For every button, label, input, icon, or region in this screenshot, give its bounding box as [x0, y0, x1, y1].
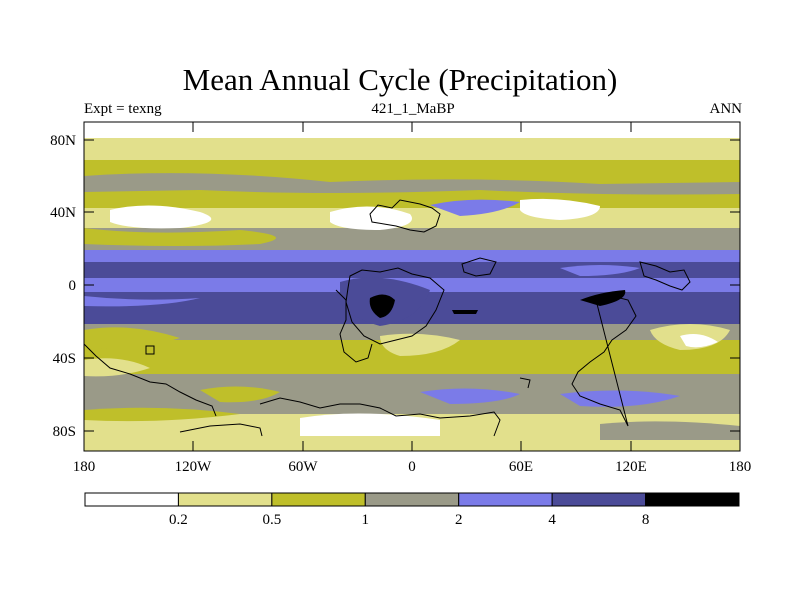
colorbar-swatch-2 [271, 492, 366, 507]
extreme-wet [369, 294, 395, 318]
coastline-arabia [461, 257, 497, 277]
band-south-sub [84, 324, 740, 340]
wet-patch [560, 265, 640, 276]
lon-label-120w: 120W [175, 459, 213, 475]
lon-label-60w: 60W [288, 459, 318, 475]
colorbar-label-5: 8 [642, 512, 650, 528]
dry-patch [84, 327, 180, 349]
band-itcz-n [84, 250, 740, 262]
precip-field [84, 122, 740, 451]
dry-patch [110, 205, 212, 229]
experiment-label: Expt = texng [84, 101, 162, 117]
coastline-antarctic-peninsula [259, 397, 501, 437]
lon-label-180e: 180 [729, 459, 752, 475]
colorbar-swatch-4 [458, 492, 553, 507]
wet-patch [420, 388, 520, 404]
lat-ticks [84, 139, 740, 432]
colorbar: 0.2 0.5 1 2 4 8 [84, 492, 740, 528]
plot-title: Mean Annual Cycle (Precipitation) [182, 62, 618, 97]
run-label: 421_1_MaBP [371, 101, 455, 117]
lon-label-0: 0 [408, 459, 416, 475]
extreme-wet [452, 310, 478, 314]
coastline-southeast-asia [639, 261, 691, 291]
coastline-landmass-west [335, 289, 373, 363]
lat-label-0: 0 [69, 278, 77, 294]
coastline-south-america [83, 343, 217, 417]
colorbar-label-1: 0.5 [262, 512, 281, 528]
coastline-island [519, 377, 531, 389]
dry-tongue [84, 228, 276, 246]
lat-label-40n: 40N [50, 205, 76, 221]
colorbar-swatch-5 [551, 492, 647, 507]
lat-label-80n: 80N [50, 133, 76, 149]
colorbar-swatch-1 [177, 492, 273, 507]
wet-patch [560, 390, 680, 407]
midlat-storm-band [84, 173, 740, 195]
band-itcz-north [84, 262, 740, 278]
dry-patch [84, 407, 240, 422]
lon-label-60e: 60E [509, 459, 533, 475]
coastline-europe [369, 199, 441, 233]
coastline-africa [345, 267, 445, 345]
colorbar-swatch-0 [84, 492, 179, 507]
lon-label-180w: 180 [73, 459, 96, 475]
coastline-landmass-east [571, 295, 637, 427]
colorbar-label-2: 1 [362, 512, 370, 528]
colorbar-swatch-6 [645, 492, 740, 507]
coastline-antarctic [179, 423, 263, 437]
dry-patch [520, 198, 600, 220]
wet-patch [84, 296, 200, 307]
lon-ticks [83, 122, 741, 451]
colorbar-swatch-3 [364, 492, 460, 507]
colorbar-label-4: 4 [548, 512, 556, 528]
lat-label-80s: 80S [53, 424, 76, 440]
colorbar-label-3: 2 [455, 512, 463, 528]
colorbar-label-0: 0.2 [169, 512, 188, 528]
antarctic-band [600, 421, 740, 440]
antarctic-dry [300, 413, 440, 436]
coastline-island [145, 345, 155, 355]
coastlines [83, 199, 691, 437]
dry-patch [84, 358, 150, 377]
wet-patch [430, 199, 520, 216]
band-north-high [84, 138, 740, 160]
season-label: ANN [709, 101, 743, 117]
dry-patch [200, 386, 280, 403]
lon-label-120e: 120E [615, 459, 647, 475]
dry-patch [680, 334, 718, 348]
lat-label-40s: 40S [53, 351, 76, 367]
